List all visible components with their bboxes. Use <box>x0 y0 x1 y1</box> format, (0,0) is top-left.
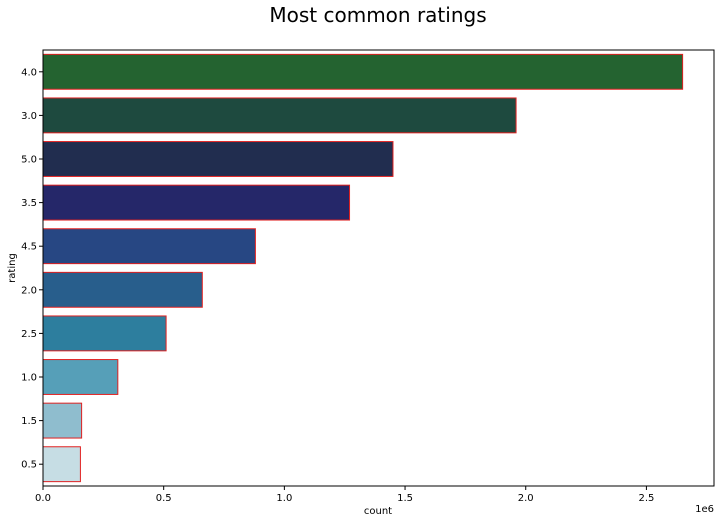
bar-rating-1-5 <box>42 402 83 439</box>
x-axis-label: count <box>364 506 392 517</box>
y-tick-label: 4.0 <box>21 67 37 78</box>
x-tick-label: 0.0 <box>35 493 51 504</box>
y-tick-label: 3.0 <box>21 111 37 122</box>
y-tick-label: 3.5 <box>21 198 37 209</box>
bar-rating-0-5 <box>42 446 81 483</box>
y-axis-label: rating <box>7 253 18 283</box>
y-tick-label: 0.5 <box>21 460 37 471</box>
plot-frame <box>42 49 715 487</box>
bar-rating-3-5 <box>42 184 351 221</box>
bar-rating-4-0 <box>42 53 684 90</box>
x-tick-label: 0.5 <box>156 493 172 504</box>
y-tick-label: 2.0 <box>21 285 37 296</box>
x-axis: 0.0 0.5 1.0 1.5 2.0 2.5 <box>35 486 654 504</box>
y-tick-label: 4.5 <box>21 242 37 253</box>
x-tick-label: 2.5 <box>638 493 654 504</box>
x-axis-offset-label: 1e6 <box>695 504 714 515</box>
bars-group <box>42 53 684 483</box>
bar-rating-5-0 <box>42 141 394 177</box>
y-tick-label: 1.5 <box>21 416 37 427</box>
y-tick-label: 5.0 <box>21 155 37 166</box>
bar-rating-3-0 <box>42 97 517 134</box>
x-tick-label: 1.5 <box>397 493 413 504</box>
bar-rating-4-5 <box>42 228 256 265</box>
bar-rating-1-0 <box>42 359 119 395</box>
chart-title: Most common ratings <box>269 3 486 27</box>
x-tick-label: 2.0 <box>518 493 534 504</box>
y-tick-label: 1.0 <box>21 373 37 384</box>
bar-rating-2-5 <box>42 315 167 352</box>
y-axis: 4.0 3.0 5.0 3.5 4.5 2.0 2.5 1.0 1.5 0.5 <box>21 67 43 471</box>
bar-rating-2-0 <box>42 271 203 308</box>
y-tick-label: 2.5 <box>21 329 37 340</box>
x-tick-label: 1.0 <box>276 493 292 504</box>
